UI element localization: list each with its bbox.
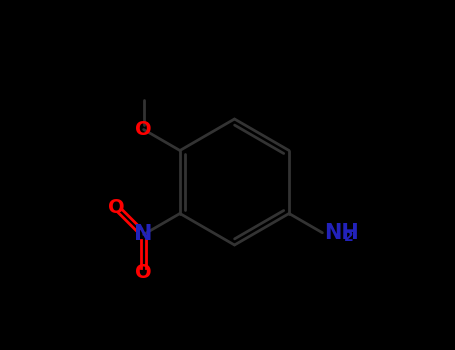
Text: O: O — [108, 198, 125, 217]
Text: N: N — [134, 224, 153, 245]
Text: O: O — [135, 120, 152, 139]
Text: 2: 2 — [344, 230, 354, 244]
Text: O: O — [135, 264, 152, 282]
Text: NH: NH — [324, 223, 359, 243]
